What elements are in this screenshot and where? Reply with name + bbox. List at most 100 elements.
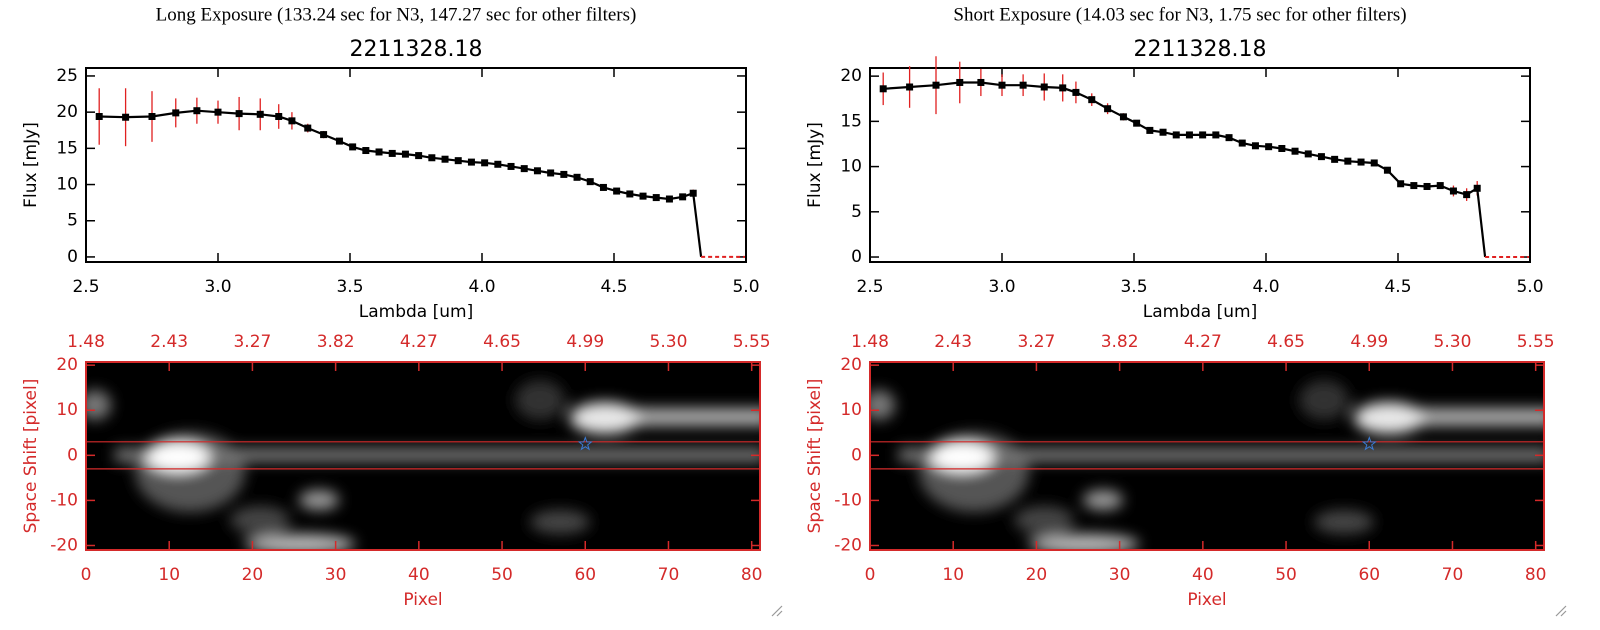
data-point [533,167,541,175]
data-point [148,113,156,120]
data-point [1383,166,1391,174]
data-point [689,189,697,197]
x-tick-label: 5.0 [1516,277,1543,297]
data-point [275,113,283,120]
data-point [665,195,673,203]
data-point [1159,128,1167,136]
data-point [1278,144,1286,152]
x-tick-label: 80 [1525,565,1547,585]
y-tick-label: 0 [851,247,862,267]
x2-tick-label: 5.30 [1434,332,1472,352]
y-tick-label: 0 [67,247,78,267]
y-tick-label: 25 [56,66,78,86]
data-point [256,110,264,118]
x-tick-label: 0 [81,565,92,585]
data-point [1019,81,1027,89]
plot-frame [869,67,1531,263]
data-point [560,170,568,178]
data-point [1040,83,1048,91]
x2-tick-label: 3.27 [1017,332,1055,352]
x-tick-label: 60 [1358,565,1380,585]
subtitle: Long Exposure (133.24 sec for N3, 147.27… [156,4,637,25]
data-point [401,150,409,158]
y-tick-label: -10 [834,490,862,510]
data-point [172,109,180,117]
x2-tick-label: 3.82 [1101,332,1139,352]
x-tick-label: 3.0 [204,277,231,297]
x-tick-label: 4.5 [1384,277,1411,297]
data-point [573,173,581,181]
data-point [599,183,607,191]
data-point [1304,150,1312,158]
x2-tick-label: 4.27 [400,332,438,352]
data-point [1397,180,1405,188]
data-point [977,78,985,86]
data-point [1463,191,1471,199]
y-tick-label: -20 [50,535,78,555]
data-point [441,155,449,163]
x-tick-label: 20 [242,565,264,585]
x-tick-label: 70 [1442,565,1464,585]
x-axis-label: Pixel [1187,590,1226,610]
data-point [1238,139,1246,147]
data-point [613,187,621,195]
x-tick-label: 70 [658,565,680,585]
x-axis-label: Lambda [um] [1143,302,1257,322]
data-point [547,169,555,177]
data-point [1119,113,1127,121]
data-point [906,83,914,91]
x-tick-label: 10 [158,565,180,585]
star-marker [1361,436,1377,451]
data-point [679,193,687,201]
x-tick-label: 80 [741,565,763,585]
data-point [1133,119,1141,127]
data-point [494,160,502,168]
x-tick-label: 4.0 [468,277,495,297]
data-point [214,108,222,116]
x-tick-label: 5.0 [732,277,759,297]
x2-tick-label: 3.82 [317,332,355,352]
data-point [1436,182,1444,190]
data-point [467,158,475,166]
data-point [1449,187,1457,195]
y-tick-label: 5 [851,202,862,222]
y-tick-label: 10 [840,400,862,420]
y-tick-label: 20 [840,355,862,375]
y-tick-label: 5 [67,211,78,231]
x2-tick-label: 4.99 [566,332,604,352]
data-point [481,159,489,167]
x2-tick-label: 2.43 [934,332,972,352]
x2-tick-label: 4.65 [1267,332,1305,352]
data-point [1212,131,1220,139]
data-point [95,113,103,120]
data-point [1265,143,1273,151]
y-axis-label: Flux [mJy] [21,122,41,208]
plot-frame [85,67,747,263]
y-tick-label: 10 [840,157,862,177]
y-tick-label: 20 [56,102,78,122]
data-point [956,78,964,86]
spectral-image-left [79,362,770,554]
data-point [1331,155,1339,163]
data-point [1251,142,1259,150]
x-tick-label: 40 [408,565,430,585]
data-point [507,162,515,170]
data-point [1088,96,1096,104]
y-tick-label: 15 [840,111,862,131]
x-tick-label: 40 [1192,565,1214,585]
data-point [1072,88,1080,96]
x-tick-label: 20 [1026,565,1048,585]
x-axis-label: Pixel [403,590,442,610]
data-point [1146,126,1154,134]
chart-title: 2211328.18 [350,37,483,62]
resize-grip [771,605,1567,617]
data-point [335,137,343,145]
x2-tick-label: 2.43 [150,332,188,352]
x-tick-label: 3.5 [336,277,363,297]
y-axis-label: Flux [mJy] [805,122,825,208]
x-tick-label: 30 [325,565,347,585]
data-point [639,192,647,200]
x2-tick-label: 1.48 [851,332,889,352]
